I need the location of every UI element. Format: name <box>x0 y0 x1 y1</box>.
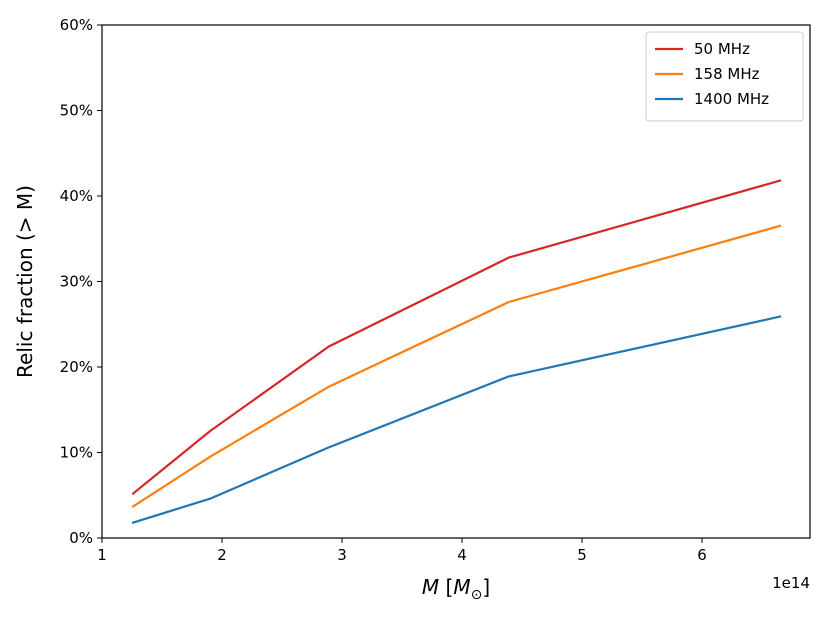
x-tick-label: 3 <box>337 546 347 564</box>
legend-label-2: 158 MHz <box>694 65 760 83</box>
series-lines <box>131 179 782 524</box>
x-axis-label-unit-subscript: ⊙ <box>471 587 483 603</box>
y-tick-label: 20% <box>60 358 93 376</box>
legend-box <box>645 31 804 122</box>
x-axis-ticks: 1 2 3 4 5 6 <box>97 538 707 564</box>
y-tick-label: 0% <box>69 529 93 547</box>
x-axis-label: M [M⊙] <box>422 575 490 603</box>
x-tick-label: 4 <box>457 546 467 564</box>
x-tick-label: 2 <box>217 546 227 564</box>
x-axis-label-unit: M <box>453 575 470 599</box>
x-tick-label: 5 <box>577 546 587 564</box>
series-line-1 <box>131 179 782 496</box>
legend-label-1: 50 MHz <box>694 40 750 58</box>
x-axis-label-close-bracket: ] <box>482 575 490 599</box>
y-tick-label: 50% <box>60 102 93 120</box>
x-tick-label: 6 <box>697 546 707 564</box>
y-axis-ticks: 0% 10% 20% 30% 40% 50% 60% <box>60 16 102 547</box>
series-line-2 <box>131 224 782 508</box>
y-tick-label: 10% <box>60 444 93 462</box>
legend: 50 MHz 158 MHz 1400 MHz <box>645 31 804 122</box>
x-axis-label-symbol: M <box>422 575 439 599</box>
series-line-3 <box>131 315 782 524</box>
x-axis-offset-label: 1e14 <box>772 574 810 592</box>
x-axis-label-open-bracket: [ <box>446 575 454 599</box>
x-tick-label: 1 <box>97 546 107 564</box>
y-axis-label: Relic fraction (> M) <box>13 185 37 378</box>
y-tick-label: 60% <box>60 16 93 34</box>
y-tick-label: 30% <box>60 273 93 291</box>
legend-label-3: 1400 MHz <box>694 90 769 108</box>
y-tick-label: 40% <box>60 187 93 205</box>
